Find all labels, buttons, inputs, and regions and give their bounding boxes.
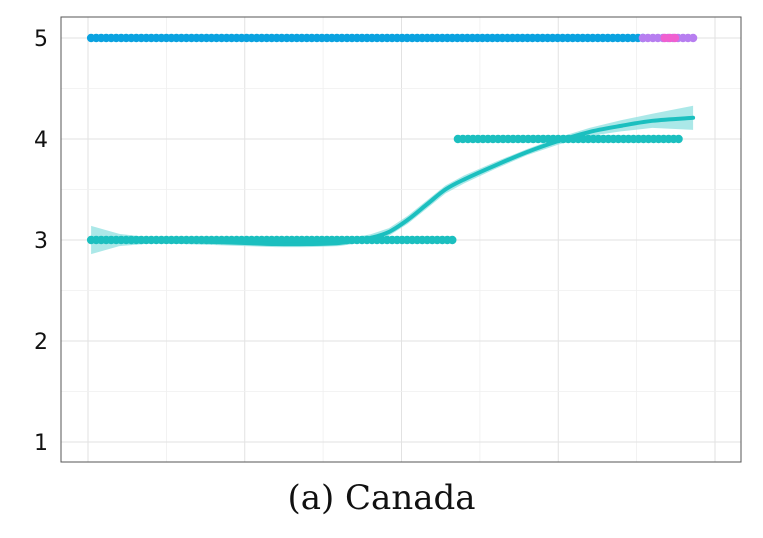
- y-tick-label: 5: [34, 27, 48, 52]
- data-point: [670, 33, 680, 43]
- chart: 1 2 3 4 5: [34, 16, 742, 463]
- y-tick-label: 1: [34, 431, 48, 456]
- data-point: [674, 134, 683, 144]
- y-axis-ticks: 1 2 3 4 5: [34, 27, 48, 456]
- data-point: [688, 33, 698, 43]
- scatter-points: [86, 33, 698, 245]
- smooth-trend-line: [89, 115, 696, 247]
- y-tick-label: 3: [34, 229, 48, 254]
- y-tick-label: 4: [34, 128, 48, 153]
- chart-caption: (a) Canada: [287, 478, 476, 518]
- smooth-line: [89, 115, 696, 247]
- data-point: [448, 235, 457, 245]
- plot-frame: [60, 16, 742, 463]
- y-tick-label: 2: [34, 330, 48, 355]
